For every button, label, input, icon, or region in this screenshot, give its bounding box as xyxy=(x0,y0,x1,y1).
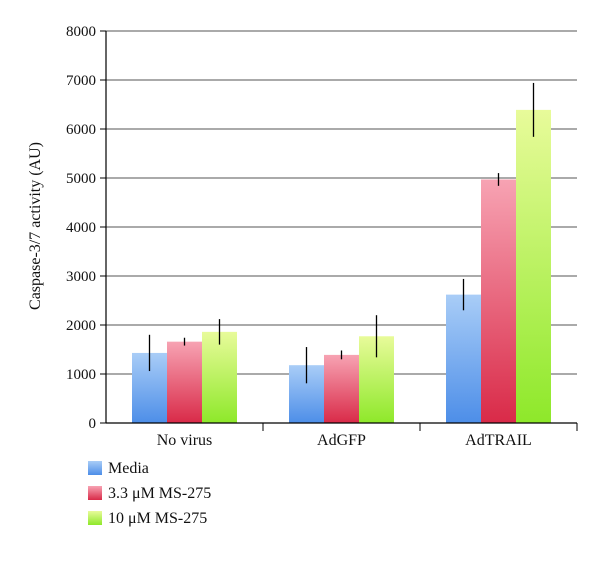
bar xyxy=(481,179,516,423)
legend-label: 10 μM MS-275 xyxy=(108,510,207,527)
legend-swatch xyxy=(88,511,102,525)
y-tick-label: 2000 xyxy=(66,318,96,334)
y-tick-label: 3000 xyxy=(66,269,96,285)
legend-label: Media xyxy=(108,460,149,477)
labels: 0 1000 2000 3000 4000 5000 6000 7000 8000 No viru… xyxy=(66,24,532,449)
y-tick-label: 0 xyxy=(89,416,97,432)
y-tick-label: 1000 xyxy=(66,367,96,383)
legend-swatch xyxy=(88,486,102,500)
bars xyxy=(132,82,551,423)
y-tick-label: 4000 xyxy=(66,220,96,236)
bar xyxy=(516,109,551,423)
y-tick-label: 5000 xyxy=(66,171,96,187)
x-category-label: AdTRAIL xyxy=(465,432,532,449)
y-tick-label: 6000 xyxy=(66,122,96,138)
bar xyxy=(167,341,202,423)
legend-swatch xyxy=(88,461,102,475)
legend-label: 3.3 μM MS-275 xyxy=(108,485,211,502)
bar xyxy=(446,294,481,423)
legend: Media 3.3 μM MS-275 10 μM MS-275 xyxy=(88,460,211,527)
y-tick-label: 8000 xyxy=(66,24,96,40)
x-category-label: AdGFP xyxy=(317,432,366,449)
y-axis-title: Caspase-3/7 activity (AU) xyxy=(27,142,44,310)
bar xyxy=(202,331,237,423)
x-category-label: No virus xyxy=(157,432,213,449)
gridlines xyxy=(106,30,577,375)
axes xyxy=(100,30,578,431)
y-tick-label: 7000 xyxy=(66,73,96,89)
bar xyxy=(324,354,359,423)
